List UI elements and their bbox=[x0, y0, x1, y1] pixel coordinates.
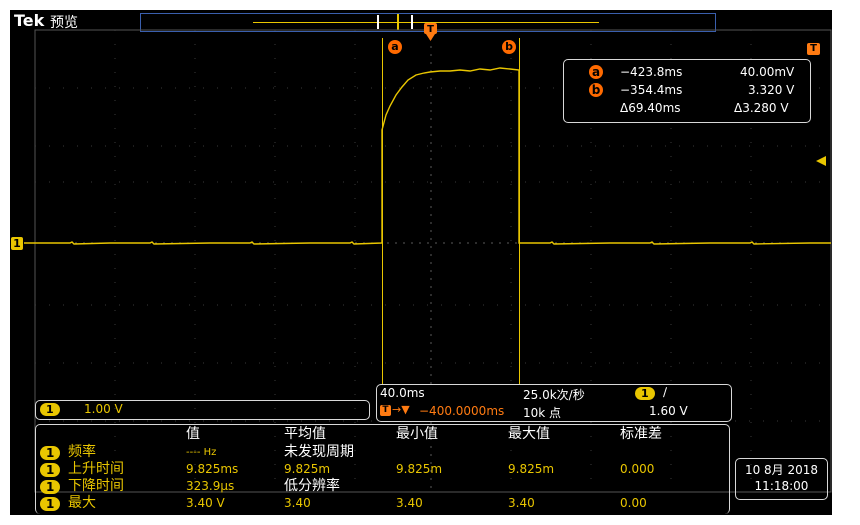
oscilloscope-screen: Tek 预览 a b bbox=[10, 10, 832, 515]
col-mean: 平均值 bbox=[284, 426, 326, 442]
row-mean: 3.40 bbox=[284, 496, 311, 510]
date-label: 10 8月 2018 bbox=[744, 463, 819, 477]
channel1-scale-panel[interactable]: 1 1.00 V bbox=[35, 400, 370, 420]
cursor-a-marker[interactable]: a bbox=[388, 40, 402, 54]
cursor-a-time: −423.8ms bbox=[620, 65, 683, 79]
trigger-level-icon[interactable]: T bbox=[807, 43, 820, 55]
row-channel-badge: 1 bbox=[40, 480, 61, 494]
row-name: 下降时间 bbox=[68, 478, 124, 494]
col-min: 最小值 bbox=[396, 426, 438, 442]
record-length: 10k 点 bbox=[523, 406, 562, 420]
cursor-readout-panel: a −423.8ms 40.00mV b −354.4ms 3.320 V Δ6… bbox=[563, 59, 811, 123]
trigger-arrow-icon: →▼ bbox=[392, 403, 410, 416]
trigger-slope-icon: ∕ bbox=[663, 385, 668, 399]
row-name: 频率 bbox=[68, 444, 96, 460]
row-std: 0.000 bbox=[620, 462, 655, 476]
row-channel-badge: 1 bbox=[40, 463, 61, 477]
cursor-b-time: −354.4ms bbox=[620, 83, 683, 97]
cursor-b-value: 3.320 V bbox=[748, 83, 795, 97]
col-max: 最大值 bbox=[508, 426, 550, 442]
col-std: 标准差 bbox=[620, 426, 662, 442]
row-mean: 低分辨率 bbox=[284, 478, 340, 494]
cursor-delta-time: Δ69.40ms bbox=[620, 101, 681, 115]
row-value: 3.40 V bbox=[186, 496, 225, 510]
channel1-badge: 1 bbox=[40, 403, 60, 416]
row-max: 9.825m bbox=[508, 462, 555, 476]
channel1-ground-marker[interactable]: 1 bbox=[11, 237, 23, 250]
row-name: 上升时间 bbox=[68, 461, 124, 477]
row-value: 9.825ms bbox=[186, 462, 239, 476]
cursor-a-badge: a bbox=[589, 65, 603, 79]
table-row[interactable]: 1 最大 3.40 V 3.40 3.40 3.40 0.00 bbox=[36, 495, 729, 511]
table-row[interactable]: 1 上升时间 9.825ms 9.825m 9.825m 9.825m 0.00… bbox=[36, 461, 729, 477]
sample-rate: 25.0k次/秒 bbox=[523, 388, 585, 402]
record-overview-line bbox=[253, 22, 599, 23]
cursor-b-badge: b bbox=[589, 83, 603, 97]
col-value: 值 bbox=[186, 426, 200, 442]
cursor-b-marker[interactable]: b bbox=[502, 40, 516, 54]
channel1-scale-value: 1.00 V bbox=[84, 402, 123, 416]
trigger-position-icon[interactable]: T bbox=[423, 22, 439, 42]
trigger-level-arrow-icon[interactable] bbox=[816, 156, 826, 166]
datetime-panel[interactable]: 10 8月 2018 11:18:00 bbox=[735, 458, 828, 500]
row-mean: 未发现周期 bbox=[284, 444, 354, 460]
row-mean: 9.825m bbox=[284, 462, 331, 476]
cursor-delta-value: Δ3.280 V bbox=[734, 101, 789, 115]
measurements-header: 值 平均值 最小值 最大值 标准差 bbox=[36, 427, 729, 441]
cursor-a-value: 40.00mV bbox=[740, 65, 795, 79]
brand-label: Tek bbox=[14, 11, 45, 30]
trigger-level-value: 1.60 V bbox=[649, 404, 688, 418]
table-row[interactable]: 1 频率 ---- Hz 未发现周期 bbox=[36, 444, 729, 460]
record-view-window bbox=[377, 15, 413, 29]
row-min: 3.40 bbox=[396, 496, 423, 510]
mode-label: 预览 bbox=[50, 15, 78, 31]
row-channel-badge: 1 bbox=[40, 446, 61, 460]
table-row[interactable]: 1 下降时间 323.9μs 低分辨率 bbox=[36, 478, 729, 494]
row-value: ---- Hz bbox=[186, 447, 217, 458]
horizontal-trigger-panel[interactable]: 40.0ms 25.0k次/秒 1 ∕ T →▼ −400.0000ms 10k… bbox=[376, 384, 732, 422]
time-label: 11:18:00 bbox=[754, 479, 809, 493]
row-max: 3.40 bbox=[508, 496, 535, 510]
trigger-position-value: −400.0000ms bbox=[419, 404, 505, 418]
row-name: 最大 bbox=[68, 495, 96, 511]
measurements-panel: 值 平均值 最小值 最大值 标准差 1 频率 ---- Hz 未发现周期 1 上… bbox=[35, 424, 730, 514]
svg-text:T: T bbox=[427, 24, 434, 35]
time-per-div: 40.0ms bbox=[380, 386, 425, 400]
record-trigger-marker bbox=[397, 14, 399, 30]
trigger-channel-badge: 1 bbox=[635, 387, 655, 400]
trigger-offset-icon: T bbox=[380, 405, 391, 416]
row-min: 9.825m bbox=[396, 462, 443, 476]
row-std: 0.00 bbox=[620, 496, 647, 510]
channel1-waveform bbox=[24, 67, 831, 245]
row-value: 323.9μs bbox=[186, 479, 235, 493]
row-channel-badge: 1 bbox=[40, 497, 61, 511]
